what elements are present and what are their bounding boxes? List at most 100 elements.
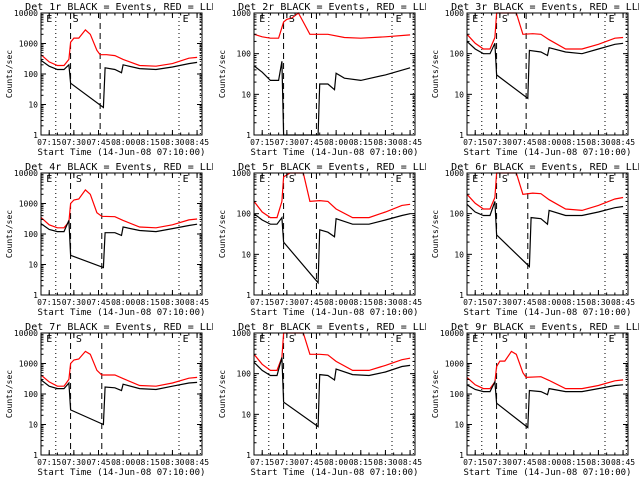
plot-frame (466, 172, 629, 296)
x-tick-label: 08:45 (398, 298, 422, 307)
event-marker-label: E (46, 334, 52, 345)
x-tick-label: 08:00 (324, 138, 348, 147)
x-tick-label: 08:00 (111, 458, 135, 467)
red-lld-series (253, 332, 411, 371)
x-tick-label: 08:15 (562, 138, 586, 147)
x-tick-label: 08:30 (373, 138, 397, 147)
event-marker-label: E (259, 174, 265, 185)
plot-frame (253, 172, 416, 296)
chart-title: Det 1r BLACK = Events, RED = LLD (25, 2, 213, 13)
y-tick-label: 1 (33, 131, 38, 140)
x-tick-label: 08:45 (185, 298, 209, 307)
y-tick-label: 1 (246, 131, 251, 140)
chart-title: Det 6r BLACK = Events, RED = LLD (451, 162, 639, 173)
y-axis-label: Counts/sec (431, 370, 440, 418)
y-tick-label: 1000 (232, 9, 251, 18)
x-tick-label: 08:30 (160, 458, 184, 467)
red-lld-series (466, 12, 624, 50)
x-tick-label: 08:00 (324, 298, 348, 307)
y-tick-label: 10 (241, 90, 251, 99)
event-marker-label: E (46, 174, 52, 185)
x-tick-label: 08:30 (373, 458, 397, 467)
x-axis-label: Start Time (14-Jun-08 07:10:00) (464, 468, 632, 478)
y-tick-label: 10 (28, 101, 38, 110)
chart-title: Det 8r BLACK = Events, RED = LLD (238, 322, 426, 333)
chart-title: Det 3r BLACK = Events, RED = LLD (451, 2, 639, 13)
black-events-series (253, 357, 411, 428)
y-tick-label: 1000 (19, 40, 38, 49)
event-marker-label: E (183, 14, 189, 25)
red-lld-series (253, 12, 411, 39)
y-tick-label: 100 (237, 50, 252, 59)
y-axis-label: Counts/sec (218, 50, 227, 98)
y-tick-label: 100 (24, 230, 39, 239)
plot-frame (40, 332, 203, 456)
x-tick-label: 07:30 (488, 458, 512, 467)
y-tick-label: 10 (28, 261, 38, 270)
x-tick-label: 07:45 (86, 138, 110, 147)
x-axis-label: Start Time (14-Jun-08 07:10:00) (38, 148, 206, 158)
x-axis-label: Start Time (14-Jun-08 07:10:00) (251, 308, 419, 318)
plot-frame (466, 12, 629, 136)
x-tick-label: 07:45 (512, 298, 536, 307)
x-tick-label: 07:15 (463, 138, 487, 147)
x-tick-label: 07:30 (275, 298, 299, 307)
x-tick-label: 08:45 (611, 298, 635, 307)
x-tick-label: 08:30 (373, 298, 397, 307)
y-tick-label: 1000 (445, 169, 464, 178)
black-events-series (40, 220, 198, 269)
x-tick-label: 08:00 (537, 458, 561, 467)
y-tick-label: 1 (459, 291, 464, 300)
chart-svg: Det 5r BLACK = Events, RED = LLD 1 10 100 10… (218, 162, 426, 318)
x-tick-label: 08:30 (586, 138, 610, 147)
x-tick-label: 08:00 (537, 138, 561, 147)
x-tick-label: 08:45 (185, 458, 209, 467)
x-tick-label: 08:15 (562, 298, 586, 307)
event-marker-label: E (396, 334, 402, 345)
x-tick-label: 07:45 (512, 458, 536, 467)
event-marker-label: S (289, 14, 295, 25)
event-marker-label: E (259, 14, 265, 25)
event-marker-label: S (76, 334, 82, 345)
x-tick-label: 07:45 (299, 138, 323, 147)
x-tick-label: 08:45 (398, 138, 422, 147)
x-tick-label: 07:15 (37, 458, 61, 467)
y-tick-label: 1000 (19, 200, 38, 209)
y-tick-label: 1 (459, 131, 464, 140)
y-tick-label: 100 (450, 50, 465, 59)
chart-svg: Det 4r BLACK = Events, RED = LLD 1 10 100 10… (5, 162, 213, 318)
y-tick-label: 10 (241, 410, 251, 419)
y-tick-label: 1000 (445, 9, 464, 18)
y-tick-label: 10 (241, 250, 251, 259)
y-tick-label: 1 (459, 451, 464, 460)
y-tick-label: 1 (33, 451, 38, 460)
x-tick-label: 07:15 (37, 298, 61, 307)
x-tick-label: 07:45 (512, 138, 536, 147)
x-tick-label: 07:45 (86, 298, 110, 307)
event-marker-label: E (609, 174, 615, 185)
event-marker-label: S (502, 174, 508, 185)
x-tick-label: 08:30 (586, 458, 610, 467)
x-tick-label: 08:15 (349, 458, 373, 467)
event-marker-label: E (472, 334, 478, 345)
y-tick-label: 100 (24, 390, 39, 399)
plot-frame (253, 332, 416, 456)
chart-title: Det 5r BLACK = Events, RED = LLD (238, 162, 426, 173)
y-tick-label: 100 (450, 210, 465, 219)
event-marker-label: S (289, 334, 295, 345)
y-axis-label: Counts/sec (218, 370, 227, 418)
event-marker-label: E (609, 14, 615, 25)
chart-svg: Det 6r BLACK = Events, RED = LLD 1 10 100 10… (431, 162, 639, 318)
x-tick-label: 07:45 (86, 458, 110, 467)
x-tick-label: 07:30 (488, 138, 512, 147)
x-tick-label: 07:45 (299, 458, 323, 467)
x-tick-label: 07:15 (250, 458, 274, 467)
event-marker-label: E (183, 334, 189, 345)
x-tick-label: 07:30 (275, 138, 299, 147)
y-tick-label: 10000 (440, 329, 464, 338)
y-axis-label: Counts/sec (5, 210, 14, 258)
detector-panel-3: Det 3r BLACK = Events, RED = LLD 1 10 100 10… (426, 0, 639, 160)
black-events-series (466, 201, 624, 268)
x-tick-label: 08:15 (349, 138, 373, 147)
event-marker-label: E (472, 14, 478, 25)
